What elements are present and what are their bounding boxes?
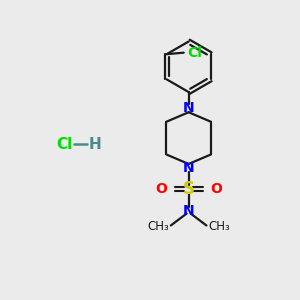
Text: N: N (183, 204, 194, 218)
Text: CH₃: CH₃ (208, 220, 230, 233)
Text: N: N (183, 161, 194, 175)
Text: Cl: Cl (188, 46, 202, 60)
Text: O: O (155, 182, 167, 196)
Text: Cl: Cl (56, 136, 72, 152)
Text: S: S (183, 180, 195, 198)
Text: O: O (210, 182, 222, 196)
Text: N: N (183, 101, 194, 116)
Text: H: H (89, 136, 102, 152)
Text: CH₃: CH₃ (147, 220, 169, 233)
